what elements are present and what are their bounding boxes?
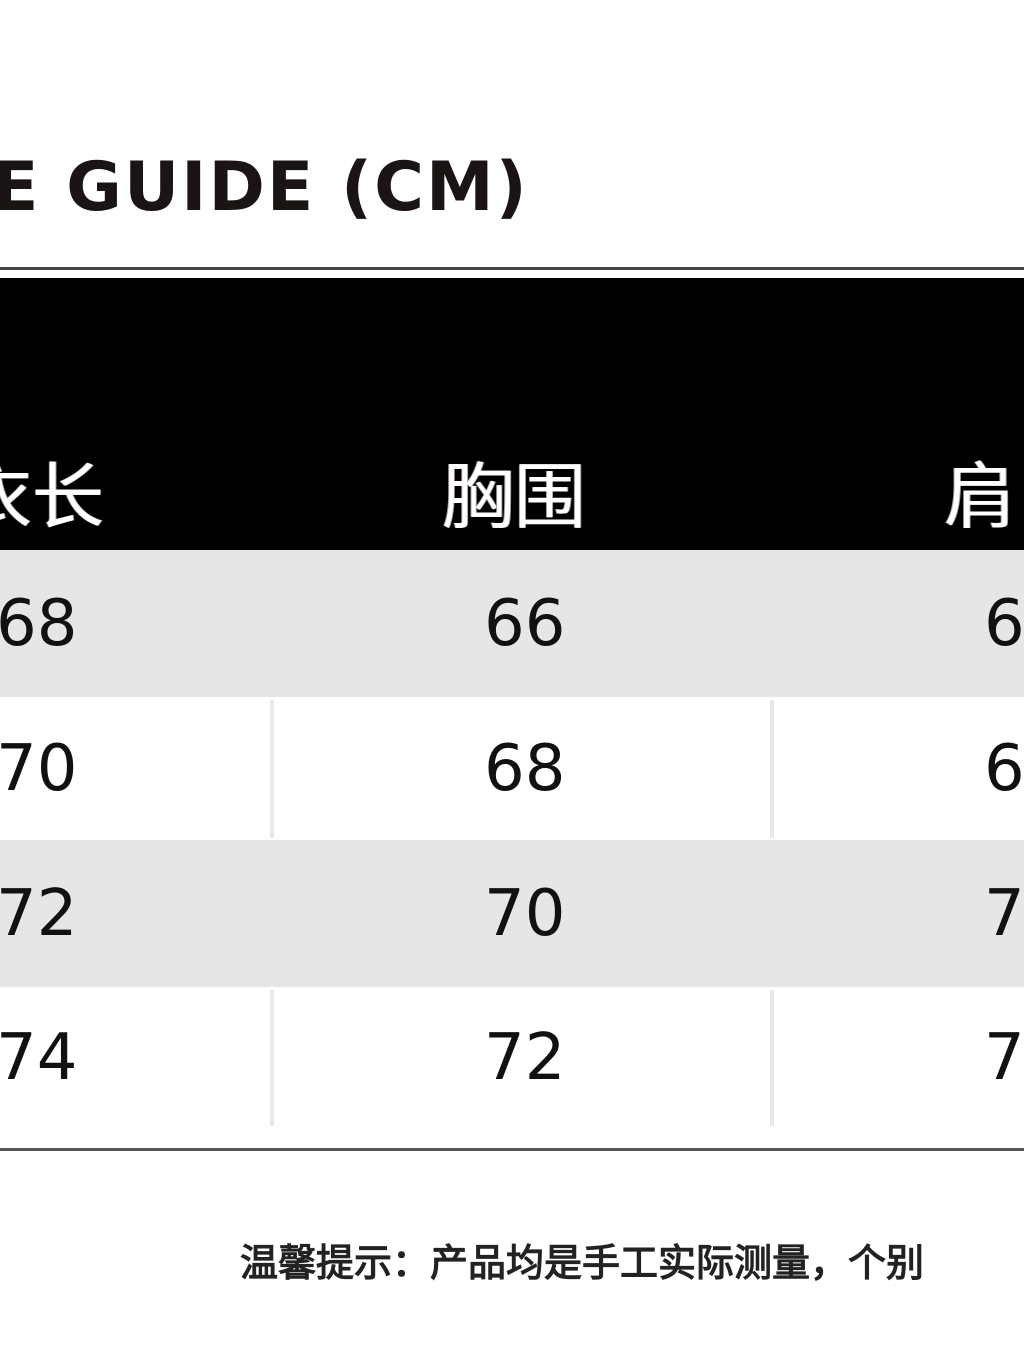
bottom-rule (0, 1148, 1024, 1151)
table-row: 68 66 6 (0, 550, 1024, 697)
cell-length: 68 (0, 586, 78, 661)
cell-shoulder: 7 (984, 876, 1024, 951)
cell-length: 74 (0, 1021, 78, 1095)
cell-chest: 70 (484, 876, 566, 951)
header-chest: 胸围 (442, 455, 587, 539)
table-row: 74 72 7 (0, 990, 1024, 1126)
cell-chest: 68 (484, 732, 566, 806)
table-row: 70 68 6 (0, 700, 1024, 838)
cell-chest: 72 (484, 1021, 566, 1095)
table-header (0, 278, 1024, 550)
cell-shoulder: 6 (984, 732, 1024, 806)
column-divider (270, 990, 274, 1126)
top-rule (0, 267, 1024, 270)
column-divider (270, 700, 274, 838)
size-guide-title: E GUIDE (CM) (0, 148, 529, 227)
cell-shoulder: 6 (984, 586, 1024, 661)
header-length: 衣长 (0, 455, 105, 539)
cell-length: 72 (0, 876, 78, 951)
cell-chest: 66 (484, 586, 566, 661)
column-divider (770, 700, 774, 838)
table-row: 72 70 7 (0, 840, 1024, 987)
column-divider (770, 990, 774, 1126)
cell-length: 70 (0, 732, 78, 806)
cell-shoulder: 7 (984, 1021, 1024, 1095)
header-shoulder: 肩 (944, 455, 1017, 539)
measurement-note: 温馨提示：产品均是手工实际测量，个别 (240, 1241, 925, 1285)
